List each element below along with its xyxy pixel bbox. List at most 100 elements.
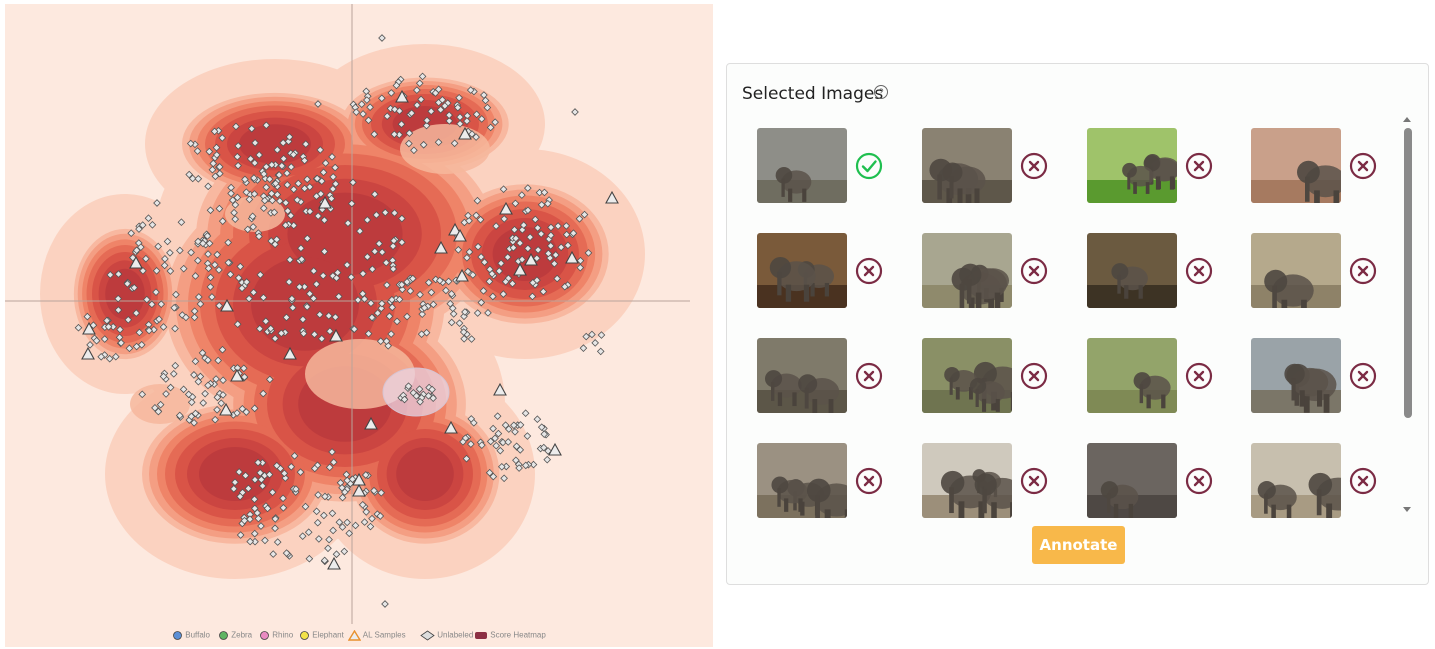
unlabeled-point[interactable]: [504, 438, 513, 446]
unlabeled-point[interactable]: [341, 488, 349, 496]
unlabeled-point[interactable]: [510, 421, 518, 430]
image-thumbnail[interactable]: [1087, 443, 1177, 518]
unlabeled-point[interactable]: [137, 243, 145, 251]
unlabeled-point[interactable]: [516, 421, 525, 429]
image-thumbnail[interactable]: [1087, 338, 1177, 413]
unlabeled-point[interactable]: [363, 253, 372, 261]
unlabeled-point[interactable]: [385, 312, 394, 321]
unlabeled-point[interactable]: [524, 206, 532, 215]
unlabeled-point[interactable]: [293, 196, 302, 204]
unlabeled-point[interactable]: [123, 279, 132, 288]
unlabeled-point[interactable]: [360, 295, 369, 303]
unlabeled-point[interactable]: [446, 299, 455, 308]
unlabeled-point[interactable]: [135, 225, 143, 233]
unlabeled-point[interactable]: [255, 151, 264, 159]
unlabeled-point[interactable]: [395, 107, 404, 115]
unlabeled-point[interactable]: [135, 328, 144, 337]
unlabeled-point[interactable]: [100, 335, 109, 343]
unlabeled-point[interactable]: [474, 242, 482, 251]
legend-item[interactable]: Score Heatmap: [474, 630, 546, 641]
unlabeled-point[interactable]: [205, 147, 214, 156]
unlabeled-point[interactable]: [249, 288, 258, 297]
close-circle-icon[interactable]: [1020, 467, 1048, 495]
unlabeled-point[interactable]: [418, 310, 427, 318]
unlabeled-point[interactable]: [375, 239, 383, 248]
unlabeled-point[interactable]: [86, 340, 94, 349]
unlabeled-point[interactable]: [415, 385, 424, 393]
unlabeled-point[interactable]: [315, 310, 324, 319]
unlabeled-point[interactable]: [259, 293, 268, 302]
unlabeled-point[interactable]: [256, 468, 265, 477]
unlabeled-point[interactable]: [537, 423, 546, 431]
unlabeled-point[interactable]: [579, 344, 588, 352]
unlabeled-point[interactable]: [416, 397, 424, 406]
unlabeled-point[interactable]: [359, 269, 367, 278]
check-circle-icon[interactable]: [855, 152, 883, 180]
unlabeled-point[interactable]: [442, 286, 450, 295]
image-thumbnail[interactable]: [1251, 233, 1341, 308]
unlabeled-point[interactable]: [390, 209, 399, 217]
unlabeled-point[interactable]: [116, 325, 124, 334]
unlabeled-point[interactable]: [512, 234, 520, 243]
unlabeled-point[interactable]: [533, 254, 541, 263]
unlabeled-point[interactable]: [212, 151, 221, 159]
unlabeled-point[interactable]: [231, 201, 240, 209]
unlabeled-point[interactable]: [347, 199, 356, 208]
unlabeled-point[interactable]: [489, 472, 498, 481]
unlabeled-point[interactable]: [502, 462, 511, 471]
unlabeled-point[interactable]: [303, 234, 312, 243]
unlabeled-point[interactable]: [539, 287, 548, 296]
al-sample-point[interactable]: [565, 250, 579, 264]
unlabeled-point[interactable]: [526, 233, 534, 241]
unlabeled-point[interactable]: [92, 336, 101, 345]
unlabeled-point[interactable]: [575, 214, 584, 223]
unlabeled-point[interactable]: [405, 129, 414, 137]
unlabeled-point[interactable]: [171, 361, 180, 370]
unlabeled-point[interactable]: [370, 190, 379, 199]
unlabeled-point[interactable]: [366, 103, 374, 112]
unlabeled-point[interactable]: [257, 475, 266, 484]
unlabeled-point[interactable]: [236, 262, 245, 271]
unlabeled-point[interactable]: [285, 133, 294, 141]
unlabeled-point[interactable]: [331, 313, 340, 321]
unlabeled-point[interactable]: [299, 329, 308, 338]
unlabeled-point[interactable]: [248, 212, 257, 221]
unlabeled-point[interactable]: [501, 421, 510, 429]
unlabeled-point[interactable]: [249, 223, 257, 231]
unlabeled-point[interactable]: [500, 215, 509, 223]
question-circle-icon[interactable]: ?: [874, 85, 888, 99]
unlabeled-point[interactable]: [544, 249, 553, 258]
unlabeled-point[interactable]: [410, 146, 418, 155]
unlabeled-point[interactable]: [325, 535, 333, 544]
unlabeled-point[interactable]: [263, 504, 272, 513]
unlabeled-point[interactable]: [182, 313, 190, 322]
unlabeled-point[interactable]: [179, 385, 188, 394]
unlabeled-point[interactable]: [486, 123, 495, 132]
unlabeled-point[interactable]: [403, 312, 411, 321]
al-sample-point[interactable]: [395, 89, 409, 103]
unlabeled-point[interactable]: [114, 306, 123, 314]
unlabeled-point[interactable]: [472, 110, 481, 119]
unlabeled-point[interactable]: [370, 486, 378, 495]
unlabeled-point[interactable]: [344, 219, 352, 227]
unlabeled-point[interactable]: [325, 463, 334, 472]
close-circle-icon[interactable]: [1349, 467, 1377, 495]
annotate-button[interactable]: Annotate: [1032, 526, 1125, 564]
unlabeled-point[interactable]: [473, 196, 482, 205]
unlabeled-point[interactable]: [210, 127, 219, 136]
unlabeled-point[interactable]: [187, 248, 195, 257]
unlabeled-point[interactable]: [289, 150, 298, 159]
unlabeled-point[interactable]: [283, 181, 292, 189]
unlabeled-point[interactable]: [444, 277, 453, 286]
scroll-up-icon[interactable]: [1403, 117, 1411, 122]
unlabeled-point[interactable]: [270, 208, 279, 217]
unlabeled-point[interactable]: [343, 476, 352, 485]
unlabeled-point[interactable]: [312, 192, 321, 201]
unlabeled-point[interactable]: [408, 274, 417, 283]
unlabeled-point[interactable]: [228, 196, 237, 204]
unlabeled-point[interactable]: [588, 330, 596, 339]
unlabeled-point[interactable]: [499, 185, 508, 194]
unlabeled-point[interactable]: [398, 285, 407, 294]
unlabeled-point[interactable]: [449, 310, 458, 318]
unlabeled-point[interactable]: [290, 452, 299, 460]
